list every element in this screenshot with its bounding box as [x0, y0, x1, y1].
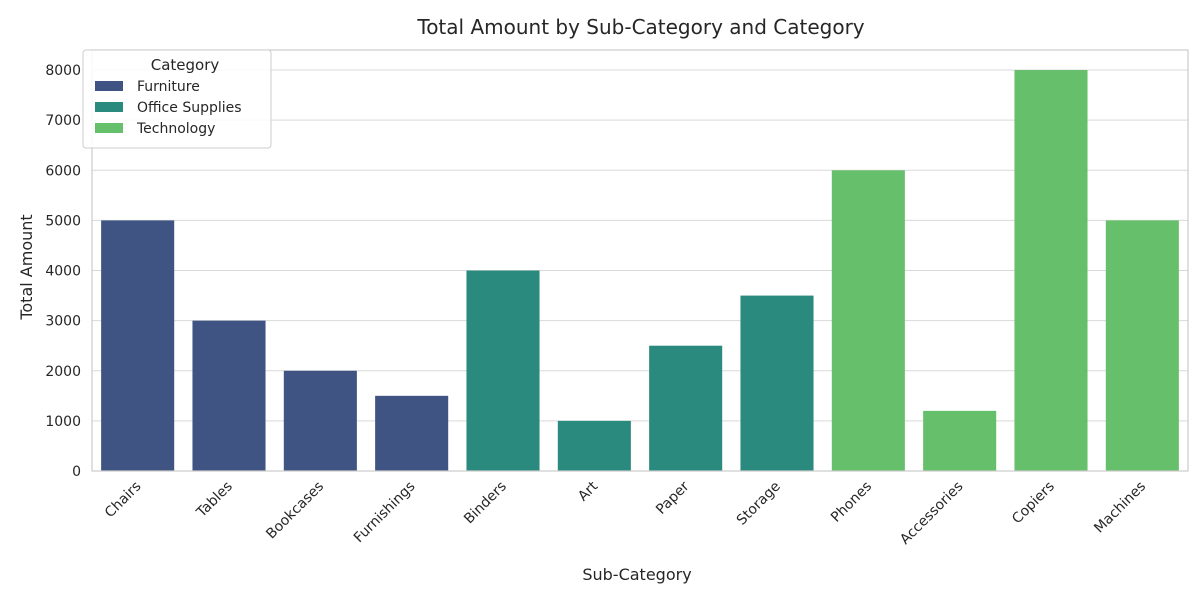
legend-entries: Furniture Office Supplies Technology: [95, 79, 242, 137]
y-axis-label: Total Amount: [17, 214, 36, 320]
x-tick-label: Accessories: [897, 479, 966, 548]
y-tick-label: 1000: [45, 414, 81, 430]
legend-swatch: [95, 81, 123, 91]
legend: Category Furniture Office Supplies Technol…: [82, 49, 272, 149]
bar-accessories: [923, 410, 997, 471]
y-tick-label: 8000: [45, 63, 81, 79]
legend-swatch: [95, 123, 123, 133]
bar-furnishings: [375, 395, 449, 471]
legend-box: [82, 49, 272, 149]
x-tick-label: Binders: [461, 479, 510, 528]
y-tick-labels: 0 1000 2000 3000 4000 5000 6000 7000 8000: [45, 63, 81, 480]
x-tick-label: Phones: [828, 479, 875, 526]
x-axis-label: Sub-Category: [582, 565, 691, 584]
bars: [101, 70, 1179, 472]
bar-copiers: [1014, 70, 1088, 472]
x-tick-label: Furnishings: [351, 479, 419, 547]
legend-title: Category: [151, 56, 220, 74]
bar-paper: [649, 345, 723, 471]
legend-label: Technology: [136, 121, 215, 137]
y-tick-label: 5000: [45, 213, 81, 229]
legend-label: Office Supplies: [137, 100, 242, 116]
legend-swatch: [95, 102, 123, 112]
x-tick-label: Machines: [1091, 479, 1149, 537]
y-tick-label: 2000: [45, 364, 81, 380]
plot-frame: [91, 49, 1189, 472]
y-tick-label: 7000: [45, 113, 81, 129]
y-tick-label: 6000: [45, 163, 81, 179]
bar-machines: [1105, 220, 1179, 471]
bar-phones: [831, 170, 905, 472]
bar-chairs: [101, 220, 175, 471]
grid: [92, 69, 1188, 472]
x-tick-label: Paper: [653, 478, 693, 518]
y-tick-label: 3000: [45, 314, 81, 330]
x-tick-label: Art: [575, 478, 601, 504]
bar-tables: [192, 320, 266, 471]
chart-title: Total Amount by Sub-Category and Categor…: [416, 15, 864, 39]
y-tick-label: 4000: [45, 264, 81, 280]
x-tick-label: Bookcases: [263, 479, 327, 543]
legend-label: Furniture: [137, 79, 200, 95]
bar-art: [557, 420, 631, 471]
y-tick-label: 0: [72, 464, 81, 480]
x-tick-label: Copiers: [1009, 479, 1058, 528]
bar-storage: [740, 295, 814, 471]
x-tick-labels: Chairs Tables Bookcases Furnishings Binders A…: [102, 478, 1149, 548]
x-tick-label: Chairs: [102, 479, 145, 522]
x-tick-label: Storage: [734, 479, 784, 529]
x-tick-label: Tables: [193, 479, 236, 522]
bar-bookcases: [283, 370, 357, 471]
bar-binders: [466, 270, 540, 471]
